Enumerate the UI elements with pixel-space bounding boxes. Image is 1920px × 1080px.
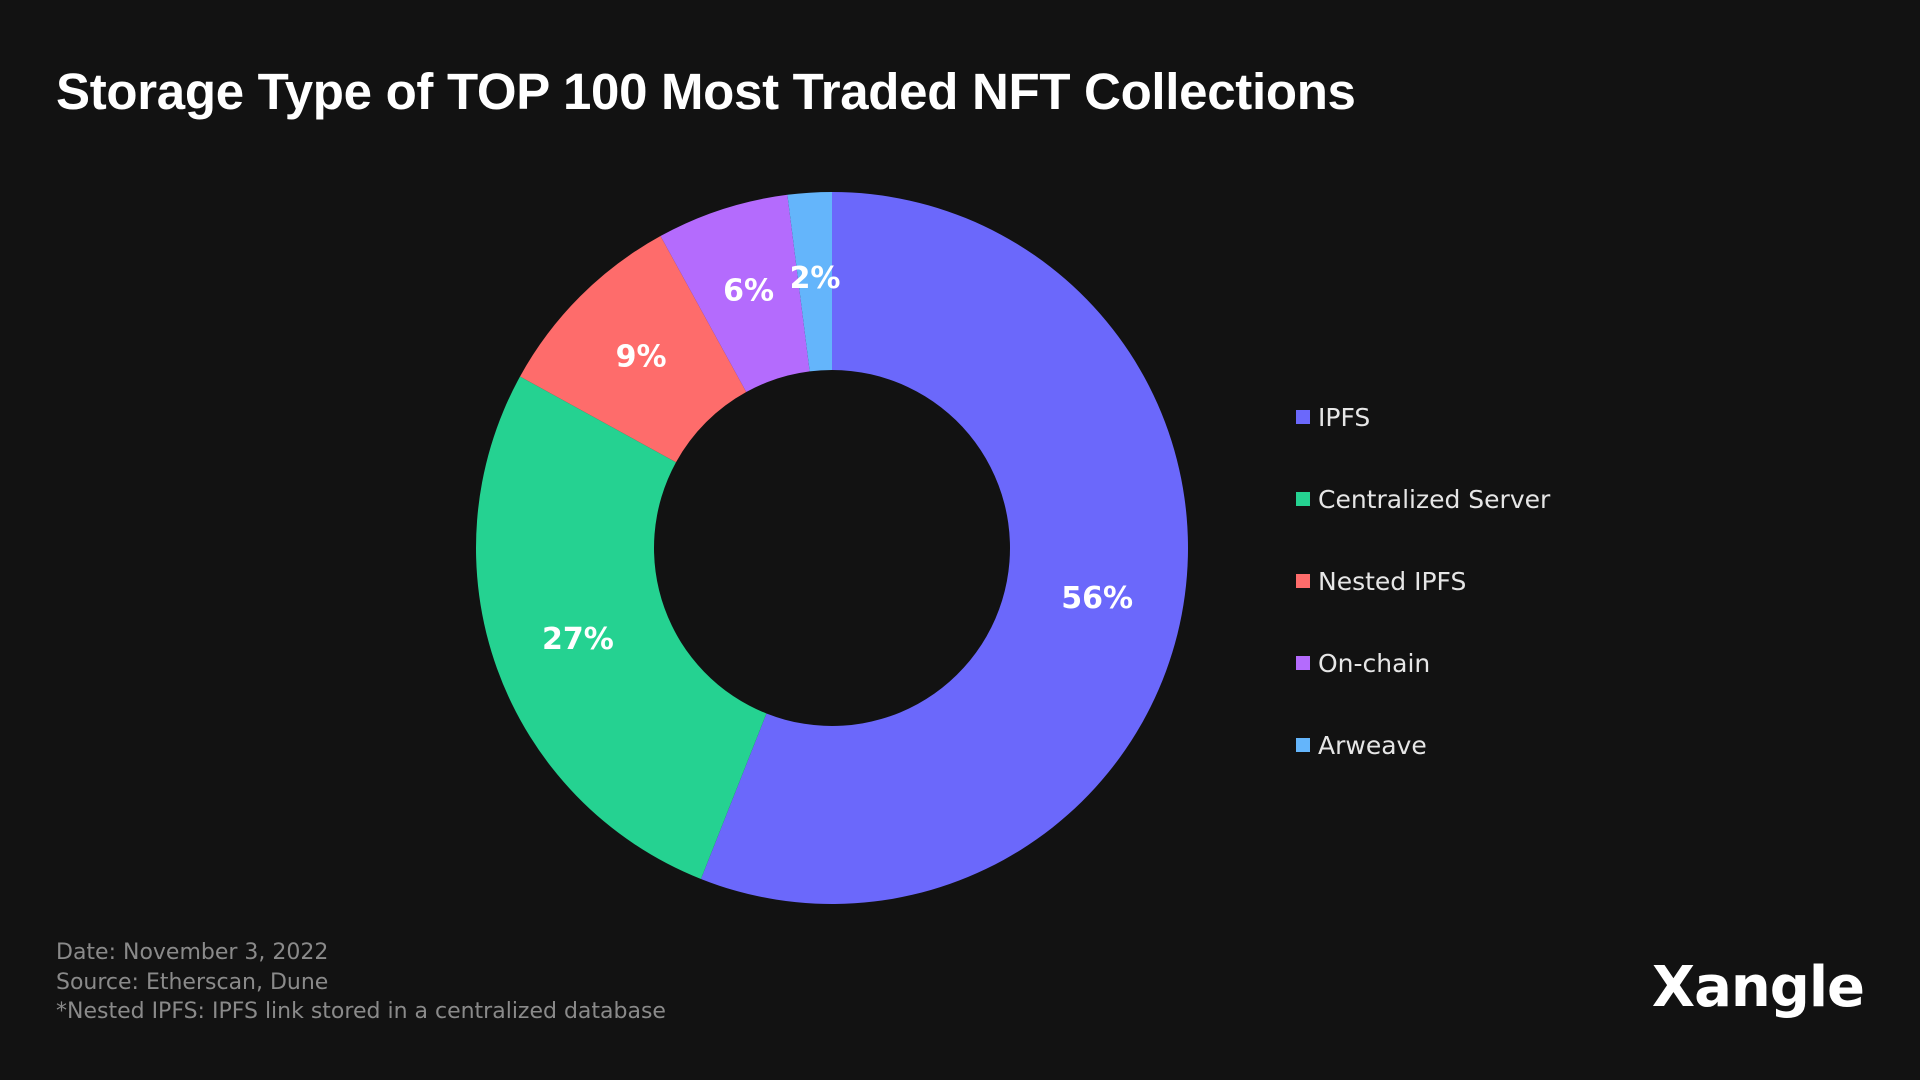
legend-swatch-centralized-server xyxy=(1296,492,1310,506)
chart-title: Storage Type of TOP 100 Most Traded NFT … xyxy=(56,63,1356,120)
legend-swatch-on-chain xyxy=(1296,656,1310,670)
slice-label-on-chain: 6% xyxy=(723,274,774,309)
footnotes: Date: November 3, 2022 Source: Etherscan… xyxy=(56,938,666,1027)
chart-legend: IPFS Centralized Server Nested IPFS On-c… xyxy=(1296,376,1550,786)
legend-item-on-chain: On-chain xyxy=(1296,622,1550,704)
slice-label-ipfs: 56% xyxy=(1061,581,1133,616)
slice-ipfs xyxy=(700,192,1188,904)
slice-on-chain xyxy=(660,194,810,393)
legend-item-centralized-server: Centralized Server xyxy=(1296,458,1550,540)
slice-centralized-server xyxy=(476,376,767,880)
legend-swatch-nested-ipfs xyxy=(1296,574,1310,588)
legend-swatch-ipfs xyxy=(1296,410,1310,424)
legend-label: On-chain xyxy=(1318,648,1431,678)
legend-swatch-arweave xyxy=(1296,738,1310,752)
legend-label: IPFS xyxy=(1318,402,1371,432)
slice-label-arweave: 2% xyxy=(790,261,841,296)
slice-label-centralized-server: 27% xyxy=(542,622,614,657)
legend-item-arweave: Arweave xyxy=(1296,704,1550,786)
slice-nested-ipfs xyxy=(520,236,747,463)
slice-label-nested-ipfs: 9% xyxy=(616,340,667,375)
legend-item-ipfs: IPFS xyxy=(1296,376,1550,458)
legend-item-nested-ipfs: Nested IPFS xyxy=(1296,540,1550,622)
legend-label: Arweave xyxy=(1318,730,1427,760)
legend-label: Centralized Server xyxy=(1318,484,1551,514)
footnote-source: Source: Etherscan, Dune xyxy=(56,969,329,995)
brand-logo: Xangle xyxy=(1651,955,1865,1020)
legend-label: Nested IPFS xyxy=(1318,566,1467,596)
slice-arweave xyxy=(787,192,832,372)
footnote-note: *Nested IPFS: IPFS link stored in a cent… xyxy=(56,999,666,1024)
footnote-date: Date: November 3, 2022 xyxy=(56,940,329,965)
